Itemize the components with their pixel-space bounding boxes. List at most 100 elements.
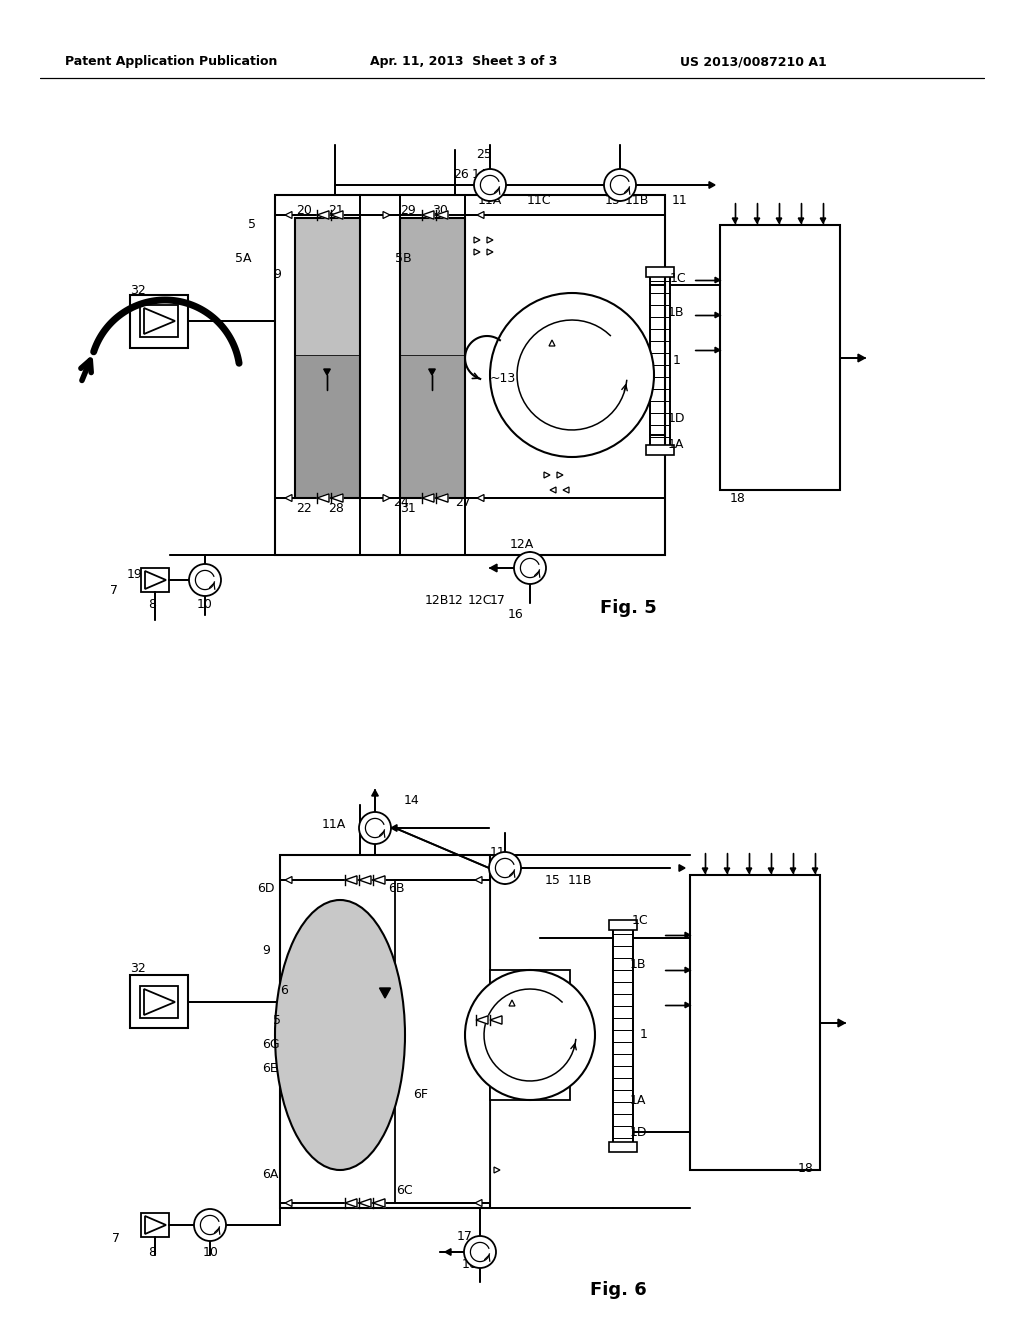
Polygon shape <box>317 494 329 502</box>
Text: 12: 12 <box>449 594 464 606</box>
Circle shape <box>489 851 521 884</box>
Text: 11A: 11A <box>322 818 346 832</box>
Polygon shape <box>709 182 715 189</box>
Text: Patent Application Publication: Patent Application Publication <box>65 55 278 69</box>
Bar <box>275 195 665 554</box>
Bar <box>295 218 360 355</box>
Polygon shape <box>685 968 690 973</box>
Bar <box>130 975 188 1028</box>
Polygon shape <box>144 308 175 334</box>
Polygon shape <box>557 473 563 478</box>
Polygon shape <box>755 218 760 223</box>
Text: 18: 18 <box>798 1162 814 1175</box>
Polygon shape <box>422 211 434 219</box>
Polygon shape <box>372 789 378 796</box>
Bar <box>646 445 674 455</box>
Polygon shape <box>791 869 796 873</box>
Text: 14: 14 <box>472 169 487 181</box>
Polygon shape <box>145 572 166 589</box>
Bar <box>690 875 820 1170</box>
Bar <box>720 224 840 490</box>
Polygon shape <box>563 487 569 492</box>
Polygon shape <box>477 495 484 502</box>
Text: 26: 26 <box>453 169 469 181</box>
Polygon shape <box>477 211 484 219</box>
Text: 1B: 1B <box>668 305 684 318</box>
Polygon shape <box>544 473 550 478</box>
Bar <box>140 305 178 337</box>
Text: 1: 1 <box>640 1028 648 1041</box>
Polygon shape <box>145 1216 166 1234</box>
Text: 6: 6 <box>280 983 288 997</box>
Polygon shape <box>285 211 292 219</box>
Polygon shape <box>715 347 720 352</box>
Text: 27: 27 <box>455 496 471 510</box>
Text: 32: 32 <box>130 284 145 297</box>
Polygon shape <box>476 1016 488 1024</box>
Polygon shape <box>285 1200 292 1206</box>
Text: Fig. 6: Fig. 6 <box>590 1280 647 1299</box>
Text: 1B: 1B <box>630 958 646 972</box>
Text: 9: 9 <box>262 944 270 957</box>
Polygon shape <box>494 1167 500 1173</box>
Text: 11: 11 <box>672 194 688 206</box>
Polygon shape <box>345 875 357 884</box>
Text: Fig. 5: Fig. 5 <box>600 599 656 616</box>
Polygon shape <box>509 1001 515 1006</box>
Polygon shape <box>422 494 434 502</box>
Polygon shape <box>317 494 329 502</box>
Text: 6F: 6F <box>413 1089 428 1101</box>
Polygon shape <box>838 1019 845 1027</box>
Polygon shape <box>145 1216 166 1234</box>
Text: 15: 15 <box>545 874 561 887</box>
Text: 16: 16 <box>508 609 523 622</box>
Text: 8: 8 <box>148 1246 156 1258</box>
Bar <box>280 855 490 1208</box>
Polygon shape <box>331 494 343 502</box>
Polygon shape <box>732 218 737 223</box>
Bar <box>400 355 465 498</box>
Text: 28: 28 <box>328 502 344 515</box>
Text: Apr. 11, 2013  Sheet 3 of 3: Apr. 11, 2013 Sheet 3 of 3 <box>370 55 557 69</box>
Text: 32: 32 <box>130 961 145 974</box>
Polygon shape <box>746 869 752 873</box>
Polygon shape <box>476 1016 488 1024</box>
Circle shape <box>604 169 636 201</box>
Polygon shape <box>373 1199 385 1208</box>
Text: 1: 1 <box>673 354 681 367</box>
Bar <box>395 880 490 1203</box>
Polygon shape <box>550 487 556 492</box>
Bar <box>490 970 570 1100</box>
Polygon shape <box>359 875 371 884</box>
Bar <box>130 294 188 348</box>
Polygon shape <box>475 876 482 883</box>
Polygon shape <box>429 370 435 375</box>
Bar <box>295 218 360 498</box>
Text: 10: 10 <box>203 1246 219 1258</box>
Polygon shape <box>345 1199 357 1208</box>
Circle shape <box>189 564 221 597</box>
Polygon shape <box>436 494 449 502</box>
Text: 11B: 11B <box>625 194 649 206</box>
Text: 15: 15 <box>605 194 621 206</box>
Text: 12A: 12A <box>510 539 535 552</box>
Polygon shape <box>373 875 385 884</box>
Bar <box>295 355 360 498</box>
Text: 11: 11 <box>490 846 506 858</box>
Text: 21: 21 <box>328 203 344 216</box>
Text: 11B: 11B <box>568 874 592 887</box>
Text: 6G: 6G <box>262 1039 280 1052</box>
Polygon shape <box>391 825 397 832</box>
Circle shape <box>465 970 595 1100</box>
Polygon shape <box>359 1199 371 1208</box>
Polygon shape <box>144 308 175 334</box>
Polygon shape <box>422 494 434 502</box>
Text: 25: 25 <box>476 149 492 161</box>
Circle shape <box>464 1236 496 1269</box>
Bar <box>140 986 178 1018</box>
Polygon shape <box>380 987 390 998</box>
Text: 29: 29 <box>400 203 416 216</box>
Text: 1A: 1A <box>630 1093 646 1106</box>
Polygon shape <box>345 1199 357 1208</box>
Text: 5: 5 <box>248 219 256 231</box>
